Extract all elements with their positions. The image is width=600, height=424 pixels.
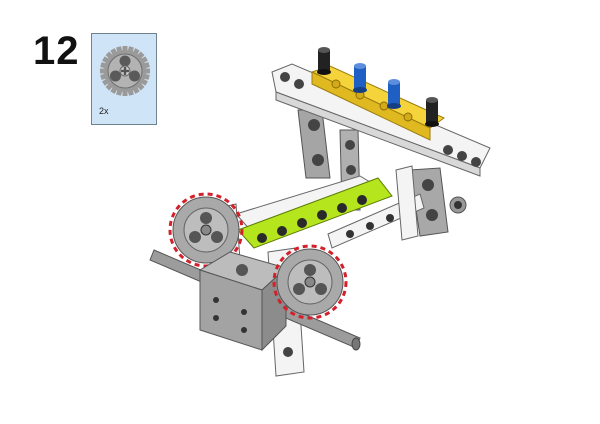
gear-right [272,244,348,320]
gray-block [198,251,287,352]
lime-beam-lower [237,177,393,249]
blue-pin-2 [387,79,401,109]
black-pin-right [425,97,439,127]
black-pin-left [317,47,331,75]
axle-end [351,337,361,351]
parts-callout: 2x [91,33,157,125]
gear-left [168,192,244,268]
gear-24-tooth-icon [100,46,150,96]
blue-pin-1 [353,63,367,93]
step-number: 12 [33,29,80,73]
part-quantity: 2x [99,106,109,116]
